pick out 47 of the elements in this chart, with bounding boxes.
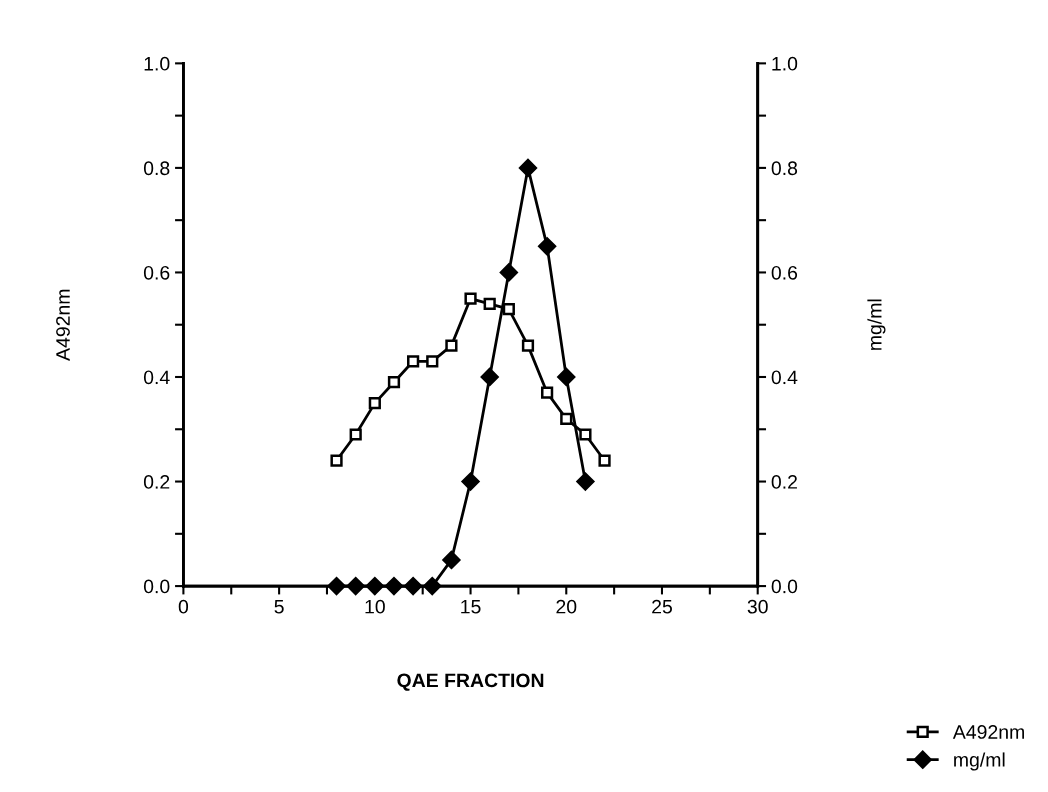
point [442, 550, 461, 570]
point [387, 376, 401, 389]
legend-label: A492nm [952, 725, 1024, 739]
y-tick-label: 0.6 [143, 265, 170, 280]
point [557, 367, 576, 387]
point [538, 237, 557, 256]
y2-tick-label: 0.2 [771, 475, 797, 489]
y2-tick-label: 0.4 [771, 370, 798, 385]
x-tick-label: 30 [747, 599, 768, 614]
point [407, 355, 420, 368]
point [579, 428, 592, 441]
point [483, 297, 496, 310]
y-tick-label: 0.0 [143, 579, 170, 594]
y-tick-label: 1.0 [144, 56, 170, 71]
point [480, 367, 499, 387]
point [598, 454, 611, 467]
x-tick-label: 10 [365, 599, 385, 614]
x-tick-label: 0 [178, 599, 189, 614]
point [521, 339, 535, 352]
point [330, 454, 343, 467]
x-axis-title: QAE FRACTION [397, 673, 544, 691]
point [560, 412, 573, 425]
point [518, 158, 538, 178]
point [502, 302, 515, 316]
y-axis-title: A492nm [56, 289, 70, 361]
y2-tick-label: 0.0 [771, 579, 798, 594]
y2-tick-label: 0.6 [771, 265, 798, 280]
point [464, 292, 477, 305]
y2-axis-title: mg/ml [867, 299, 886, 350]
point [426, 355, 439, 368]
x-tick-label: 20 [556, 599, 577, 614]
point [576, 472, 595, 491]
y2-tick-label: 0.8 [771, 161, 798, 176]
point [368, 397, 381, 410]
y-tick-label: 0.4 [143, 370, 170, 385]
point [349, 428, 362, 441]
y2-tick-label: 1.0 [772, 56, 798, 71]
x-tick-label: 25 [652, 599, 672, 614]
legend-label: mg/ml [954, 752, 1005, 771]
point [461, 472, 480, 491]
point [541, 386, 554, 399]
point [445, 339, 458, 352]
y-tick-label: 0.8 [143, 161, 170, 176]
x-tick-label: 5 [274, 599, 284, 614]
y-tick-label: 0.2 [143, 475, 170, 489]
x-tick-label: 15 [461, 599, 481, 614]
point [499, 263, 518, 282]
